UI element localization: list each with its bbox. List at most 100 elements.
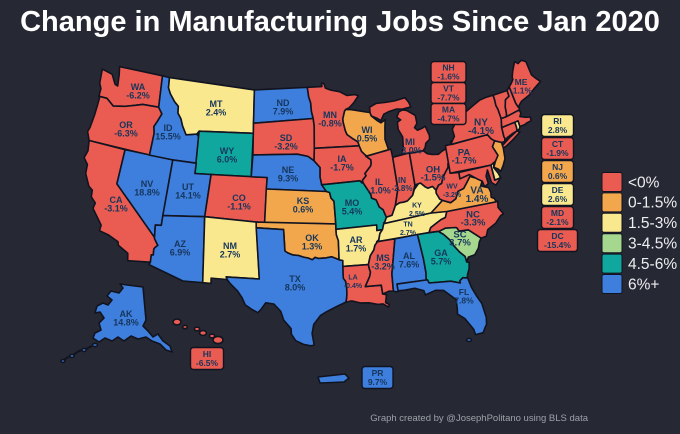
svg-text:TX: TX bbox=[289, 274, 301, 284]
svg-text:OR: OR bbox=[119, 120, 133, 130]
svg-text:-1.1%: -1.1% bbox=[227, 202, 251, 212]
svg-text:MI: MI bbox=[405, 137, 415, 147]
svg-text:Graph created by @JosephPolita: Graph created by @JosephPolitano using B… bbox=[370, 413, 588, 424]
svg-text:1.4%: 1.4% bbox=[466, 194, 489, 205]
svg-text:1.3%: 1.3% bbox=[302, 242, 323, 252]
svg-text:KY: KY bbox=[412, 202, 422, 209]
svg-text:-1.5%: -1.5% bbox=[421, 173, 446, 184]
svg-text:-6.5%: -6.5% bbox=[196, 358, 219, 368]
svg-text:IA: IA bbox=[338, 154, 348, 164]
svg-text:6.0%: 6.0% bbox=[217, 155, 238, 165]
svg-text:MN: MN bbox=[323, 110, 337, 120]
svg-text:ME: ME bbox=[515, 77, 528, 87]
svg-text:LA: LA bbox=[348, 274, 357, 281]
svg-text:-15.4%: -15.4% bbox=[544, 240, 571, 250]
svg-text:-2.8%: -2.8% bbox=[392, 184, 413, 193]
svg-text:NE: NE bbox=[282, 165, 295, 175]
svg-text:CT: CT bbox=[552, 139, 564, 149]
svg-text:2.4%: 2.4% bbox=[206, 108, 227, 118]
svg-text:-1.7%: -1.7% bbox=[330, 163, 354, 173]
svg-text:SC: SC bbox=[453, 229, 466, 240]
svg-text:1.7%: 1.7% bbox=[346, 244, 367, 254]
svg-text:7.8%: 7.8% bbox=[454, 295, 474, 305]
svg-text:0.6%: 0.6% bbox=[548, 171, 568, 181]
svg-text:AZ: AZ bbox=[174, 239, 186, 249]
svg-text:15.5%: 15.5% bbox=[155, 132, 181, 142]
svg-text:-3.3%: -3.3% bbox=[461, 218, 486, 229]
svg-text:PR: PR bbox=[372, 368, 384, 378]
svg-text:-0.8%: -0.8% bbox=[318, 119, 342, 129]
svg-text:1.5-3%: 1.5-3% bbox=[628, 215, 677, 232]
svg-text:9.3%: 9.3% bbox=[278, 174, 299, 184]
svg-text:2.7%: 2.7% bbox=[400, 230, 417, 237]
svg-text:0-1.5%: 0-1.5% bbox=[628, 195, 677, 212]
svg-text:MA: MA bbox=[442, 105, 455, 115]
svg-text:UT: UT bbox=[182, 182, 194, 192]
svg-text:<0%: <0% bbox=[628, 174, 660, 191]
svg-text:3-4.5%: 3-4.5% bbox=[628, 236, 677, 253]
svg-text:PA: PA bbox=[458, 147, 471, 158]
svg-text:14.1%: 14.1% bbox=[175, 191, 201, 201]
svg-text:AK: AK bbox=[120, 309, 133, 319]
svg-text:2.8%: 2.8% bbox=[548, 125, 568, 135]
svg-text:-1.0%: -1.0% bbox=[367, 186, 391, 196]
svg-text:MO: MO bbox=[345, 198, 360, 208]
svg-text:0.6%: 0.6% bbox=[293, 205, 314, 215]
svg-text:7.6%: 7.6% bbox=[399, 259, 420, 269]
svg-text:8.0%: 8.0% bbox=[285, 282, 306, 292]
svg-text:RI: RI bbox=[553, 116, 562, 126]
svg-text:HI: HI bbox=[203, 349, 212, 359]
svg-text:-3.1%: -3.1% bbox=[104, 204, 128, 214]
svg-text:AL: AL bbox=[403, 251, 415, 261]
svg-text:NJ: NJ bbox=[552, 162, 563, 172]
svg-text:-7.7%: -7.7% bbox=[437, 93, 460, 103]
svg-text:7.9%: 7.9% bbox=[273, 107, 294, 117]
svg-text:6%+: 6%+ bbox=[628, 276, 659, 293]
svg-text:ND: ND bbox=[277, 98, 290, 108]
svg-text:-3.0%: -3.0% bbox=[398, 146, 422, 156]
svg-text:SD: SD bbox=[280, 133, 293, 143]
svg-text:9.7%: 9.7% bbox=[368, 377, 388, 387]
svg-text:-3.2%: -3.2% bbox=[371, 261, 395, 271]
svg-text:IL: IL bbox=[375, 177, 384, 187]
svg-text:AR: AR bbox=[350, 235, 363, 245]
svg-text:FL: FL bbox=[459, 287, 469, 297]
svg-text:GA: GA bbox=[434, 248, 448, 258]
svg-text:-4.1%: -4.1% bbox=[468, 126, 494, 137]
svg-text:CO: CO bbox=[232, 193, 246, 203]
svg-text:NV: NV bbox=[141, 179, 154, 189]
svg-text:5.7%: 5.7% bbox=[431, 256, 452, 266]
svg-text:VT: VT bbox=[443, 84, 455, 94]
svg-text:-1.1%: -1.1% bbox=[510, 85, 533, 95]
svg-text:NM: NM bbox=[223, 241, 237, 251]
svg-text:3.7%: 3.7% bbox=[449, 238, 471, 249]
svg-text:14.8%: 14.8% bbox=[113, 317, 139, 327]
svg-text:DC: DC bbox=[551, 231, 563, 241]
svg-text:NH: NH bbox=[442, 63, 454, 73]
svg-text:2.6%: 2.6% bbox=[548, 194, 568, 204]
svg-text:18.8%: 18.8% bbox=[134, 188, 160, 198]
svg-text:-1.7%: -1.7% bbox=[452, 156, 477, 167]
svg-text:0.5%: 0.5% bbox=[357, 134, 378, 144]
svg-text:IN: IN bbox=[398, 176, 406, 185]
svg-text:MD: MD bbox=[551, 208, 564, 218]
svg-text:-1.6%: -1.6% bbox=[437, 72, 460, 82]
svg-text:WV: WV bbox=[446, 183, 458, 190]
svg-text:-2.1%: -2.1% bbox=[546, 217, 569, 227]
svg-text:2.5%: 2.5% bbox=[409, 211, 426, 218]
svg-text:4.5-6%: 4.5-6% bbox=[628, 256, 677, 273]
svg-text:-6.3%: -6.3% bbox=[114, 129, 138, 139]
svg-text:DE: DE bbox=[552, 185, 564, 195]
svg-text:NC: NC bbox=[466, 209, 480, 220]
svg-text:-1.9%: -1.9% bbox=[546, 148, 569, 158]
svg-text:MT: MT bbox=[210, 99, 223, 109]
svg-text:MS: MS bbox=[376, 253, 390, 263]
svg-text:CA: CA bbox=[110, 195, 123, 205]
svg-text:OH: OH bbox=[426, 164, 440, 175]
svg-text:WY: WY bbox=[220, 146, 235, 156]
svg-text:WI: WI bbox=[362, 125, 373, 135]
svg-text:ID: ID bbox=[164, 123, 174, 133]
svg-text:TN: TN bbox=[403, 221, 412, 228]
svg-text:2.7%: 2.7% bbox=[220, 249, 241, 259]
svg-text:OK: OK bbox=[305, 233, 319, 243]
